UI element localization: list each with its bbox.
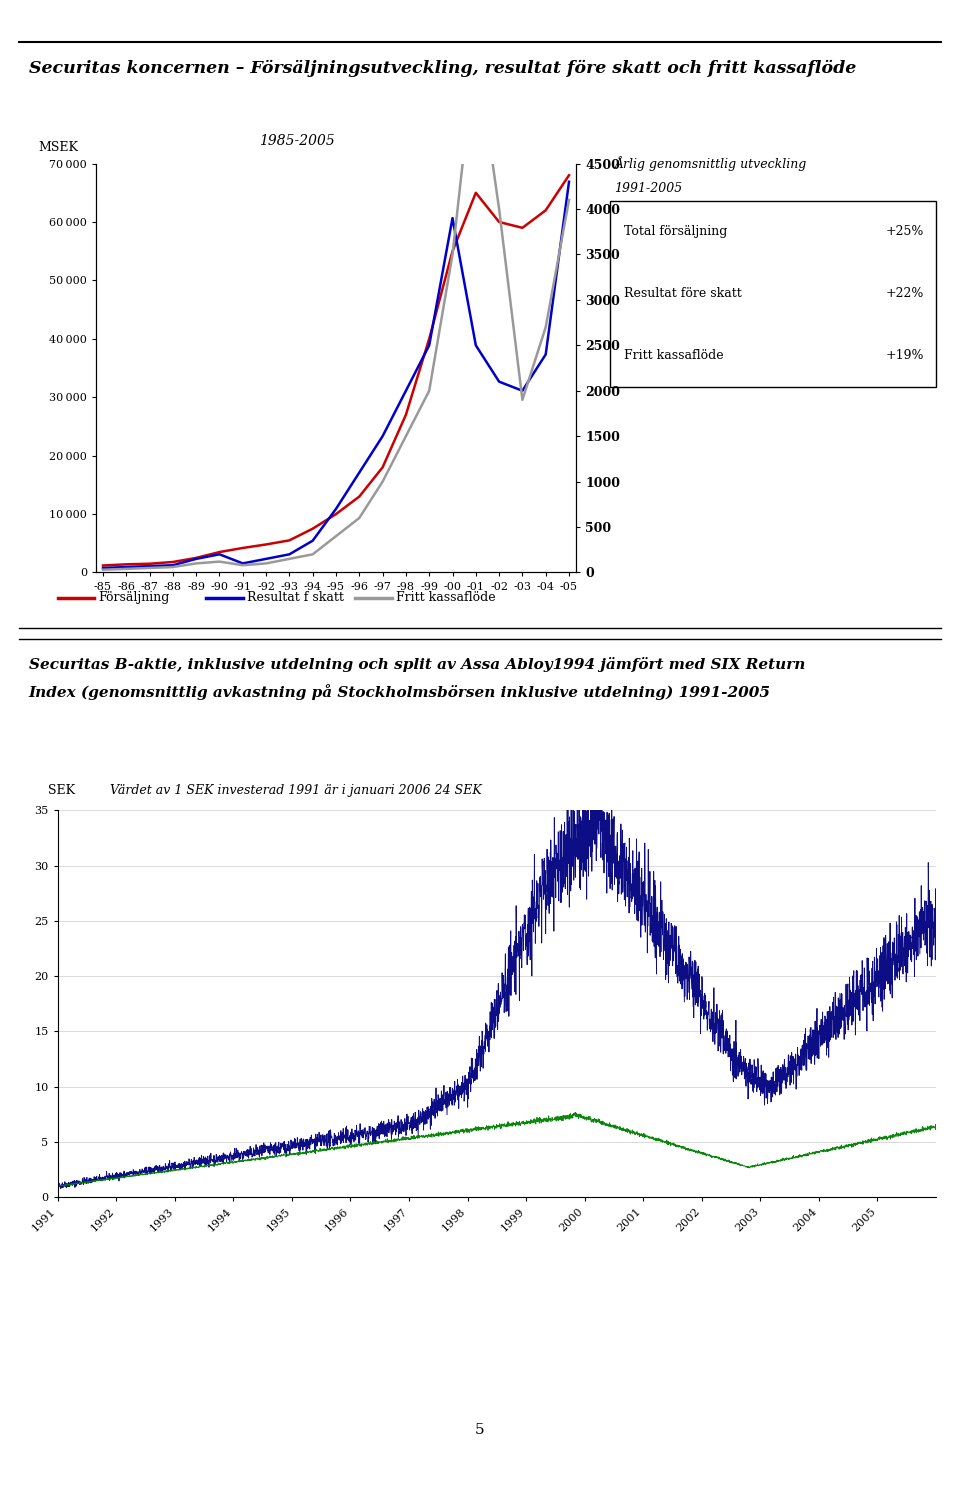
Text: Resultat f skatt: Resultat f skatt xyxy=(247,592,344,604)
Text: MSEK: MSEK xyxy=(38,141,79,155)
Text: Securitas koncernen – Försäljningsutveckling, resultat före skatt och fritt kass: Securitas koncernen – Försäljningsutveck… xyxy=(29,59,856,77)
Text: Securitas B-aktie, inklusive utdelning och split av Assa Abloy1994 jämfört med S: Securitas B-aktie, inklusive utdelning o… xyxy=(29,657,805,672)
Text: Värdet av 1 SEK investerad 1991 är i januari 2006 24 SEK: Värdet av 1 SEK investerad 1991 är i jan… xyxy=(110,784,482,797)
Text: +25%: +25% xyxy=(886,225,924,238)
Text: 5: 5 xyxy=(475,1423,485,1438)
Text: Försäljning: Försäljning xyxy=(98,592,169,604)
Text: Total försäljning: Total försäljning xyxy=(624,225,728,238)
Text: Index (genomsnittlig avkastning på Stockholmsbörsen inklusive utdelning) 1991-20: Index (genomsnittlig avkastning på Stock… xyxy=(29,684,771,700)
Text: 1991-2005: 1991-2005 xyxy=(614,181,683,195)
Text: 1985-2005: 1985-2005 xyxy=(259,134,335,147)
Text: +22%: +22% xyxy=(886,287,924,300)
Text: Fritt kassaflöde: Fritt kassaflöde xyxy=(396,592,495,604)
Text: Resultat före skatt: Resultat före skatt xyxy=(624,287,742,300)
Text: +19%: +19% xyxy=(886,349,924,363)
Text: Fritt kassaflöde: Fritt kassaflöde xyxy=(624,349,724,363)
Text: SEK: SEK xyxy=(48,784,75,797)
Text: Årlig genomsnittlig utveckling: Årlig genomsnittlig utveckling xyxy=(614,156,806,171)
